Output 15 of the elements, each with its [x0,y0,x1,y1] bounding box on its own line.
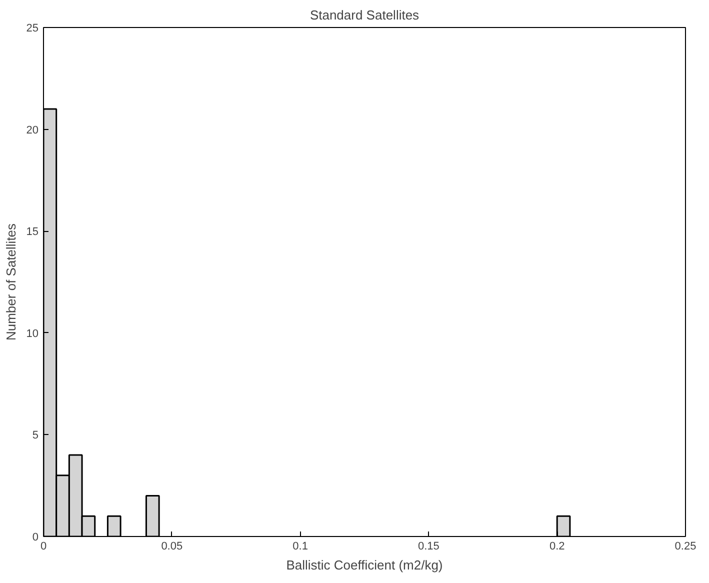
x-tick-label: 0.05 [161,540,183,552]
y-tick-label: 5 [32,430,39,442]
x-tick-label: 0.25 [674,540,696,552]
x-axis-title: Ballistic Coefficient (m2/kg) [286,558,443,572]
y-tick-label: 0 [32,532,39,544]
x-tick-label: 0 [40,540,47,552]
chart-title: Standard Satellites [310,8,420,22]
x-tick-label: 0.15 [418,540,440,552]
x-tick-label: 0.2 [549,540,565,552]
x-tick-label: 0.1 [292,540,308,552]
y-tick-label: 15 [26,226,39,238]
y-tick-label: 25 [26,22,39,34]
y-tick-label: 10 [26,328,39,340]
y-axis-title: Number of Satellites [3,222,18,341]
y-tick-label: 20 [26,124,39,136]
